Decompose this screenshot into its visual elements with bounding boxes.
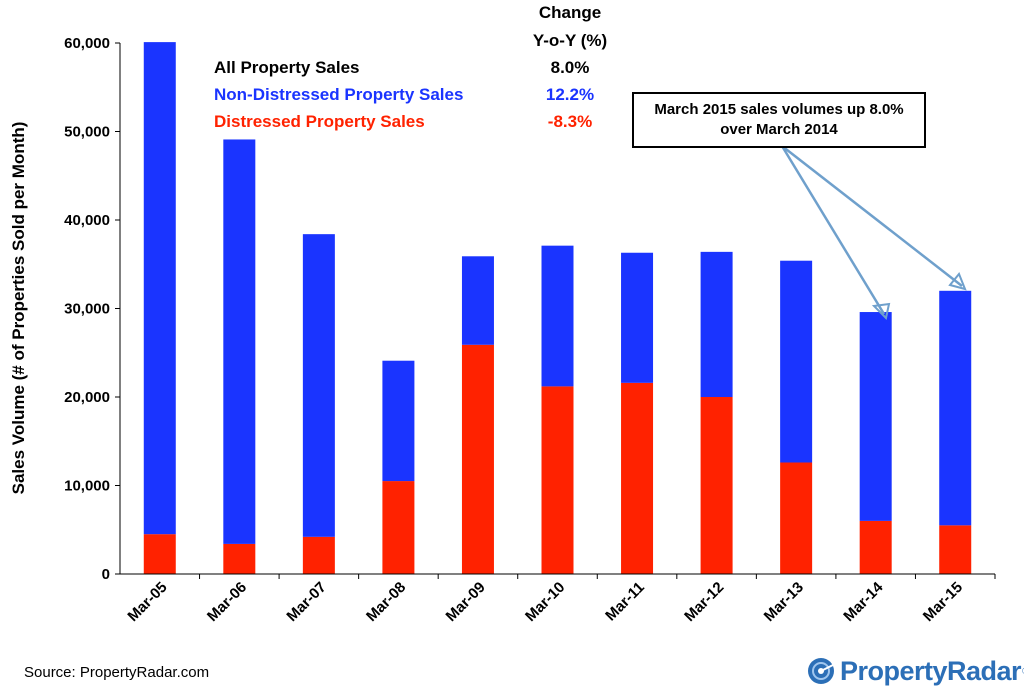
bar-distressed-mar-13 (780, 462, 813, 574)
bar-distressed-mar-06 (223, 543, 256, 574)
x-tick-label-mar-06: Mar-06 (204, 579, 250, 625)
source-note: Source: PropertyRadar.com (24, 664, 210, 681)
y-tick-label: 40,000 (64, 212, 110, 229)
x-tick-label-mar-07: Mar-07 (283, 579, 329, 625)
bar-distressed-mar-11 (621, 382, 654, 574)
bar-nondistressed-mar-13 (780, 260, 813, 463)
legend-distressed-label: Distressed Property Sales (214, 112, 425, 131)
legend-header-yoy: Y-o-Y (%) (533, 31, 607, 50)
x-tick-label-mar-10: Mar-10 (522, 579, 568, 625)
bar-nondistressed-mar-09 (461, 256, 494, 345)
bar-nondistressed-mar-10 (541, 245, 574, 387)
x-tick-label-mar-08: Mar-08 (363, 579, 409, 625)
legend-distressed-change: -8.3% (548, 112, 592, 131)
legend-header-change: Change (539, 3, 601, 22)
logo-text: PropertyRadar (840, 655, 1022, 686)
x-tick-label-mar-11: Mar-11 (602, 579, 648, 625)
x-tick-label-mar-14: Mar-14 (840, 578, 887, 625)
legend-all-label: All Property Sales (214, 58, 360, 77)
y-tick-label: 30,000 (64, 301, 110, 318)
bar-nondistressed-mar-07 (302, 234, 335, 537)
bar-distressed-mar-14 (859, 520, 892, 574)
annotation-arrows (780, 145, 967, 321)
bar-distressed-mar-08 (382, 481, 415, 574)
bar-distressed-mar-07 (302, 536, 335, 574)
legend: Change Y-o-Y (%) All Property Sales 8.0%… (214, 3, 607, 131)
annotation-line-2: over March 2014 (720, 121, 838, 138)
bars (143, 42, 972, 574)
y-tick-label: 0 (102, 566, 110, 583)
x-tick-label-mar-15: Mar-15 (920, 579, 966, 625)
x-tick-labels: Mar-05 Mar-06 Mar-07 Mar-08 Mar-09 Mar-10 Mar-… (124, 574, 996, 625)
y-tick-label: 50,000 (64, 124, 110, 141)
legend-all-change: 8.0% (551, 58, 590, 77)
x-tick-label-mar-12: Mar-12 (681, 579, 727, 625)
y-tick-label: 20,000 (64, 389, 110, 406)
logo-registered-mark: ® (1022, 666, 1024, 676)
bar-nondistressed-mar-06 (223, 139, 256, 544)
annotation-box: March 2015 sales volumes up 8.0% over Ma… (632, 92, 926, 148)
y-tick-label: 10,000 (64, 478, 110, 495)
bar-nondistressed-mar-12 (700, 251, 733, 397)
bar-distressed-mar-09 (461, 344, 494, 574)
bar-nondistressed-mar-05 (143, 42, 176, 535)
bar-distressed-mar-05 (143, 534, 176, 574)
legend-nondistressed-change: 12.2% (546, 85, 594, 104)
annotation-arrowhead-mar15 (948, 272, 967, 291)
bar-distressed-mar-15 (939, 525, 972, 574)
legend-nondistressed-label: Non-Distressed Property Sales (214, 85, 463, 104)
bar-distressed-mar-12 (700, 397, 733, 574)
bar-nondistressed-mar-11 (621, 252, 654, 383)
annotation-arrowhead-mar14 (871, 302, 891, 321)
x-tick-label-mar-13: Mar-13 (761, 579, 807, 625)
y-axis-ticks: 0 10,000 20,000 30,000 40,000 50,000 60,000 (64, 35, 120, 583)
bar-distressed-mar-10 (541, 386, 574, 574)
annotation-arrow-mar15 (781, 145, 963, 287)
annotation-arrow-mar14 (780, 145, 886, 315)
bar-nondistressed-mar-08 (382, 360, 415, 482)
y-tick-label: 60,000 (64, 35, 110, 52)
bar-nondistressed-mar-15 (939, 290, 972, 526)
x-tick-label-mar-09: Mar-09 (443, 579, 489, 625)
propertyradar-logo: PropertyRadar® (806, 653, 1024, 689)
annotation-line-1: March 2015 sales volumes up 8.0% (654, 101, 904, 118)
radar-globe-icon (808, 658, 834, 684)
bar-nondistressed-mar-14 (859, 312, 892, 521)
axes (119, 43, 995, 575)
y-axis-label: Sales Volume (# of Properties Sold per M… (9, 122, 28, 495)
x-tick-label-mar-05: Mar-05 (124, 579, 170, 625)
